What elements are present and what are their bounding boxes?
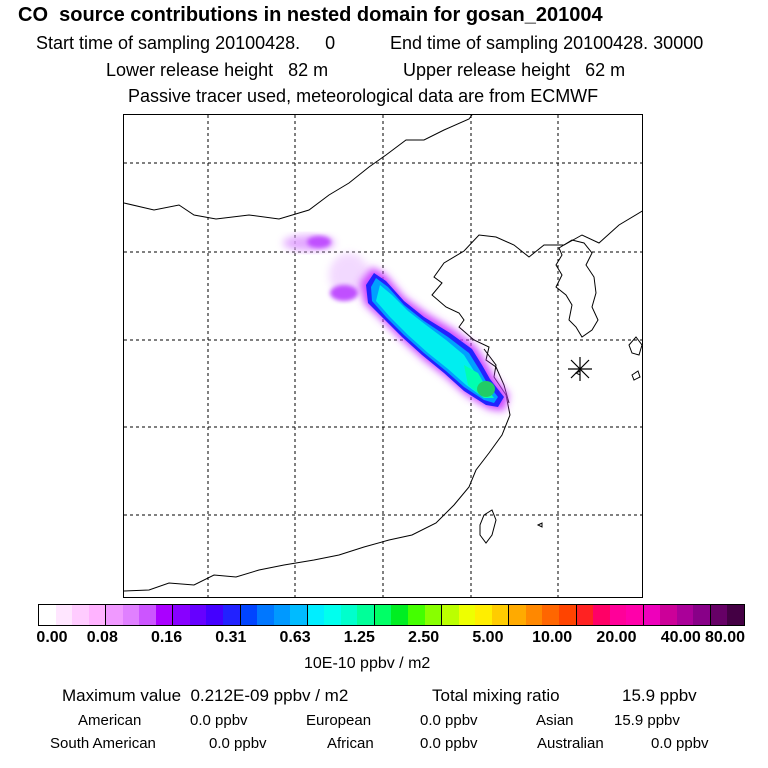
colorbar-tick-label: 1.25 xyxy=(343,629,375,646)
colorbar xyxy=(38,604,745,626)
region-name: European xyxy=(306,712,372,729)
colorbar-swatch xyxy=(442,605,459,625)
colorbar-tick-label: 80.00 xyxy=(704,629,746,646)
colorbar-swatch xyxy=(257,605,274,625)
colorbar-swatch xyxy=(240,605,258,625)
colorbar-swatch xyxy=(374,605,392,625)
colorbar-swatch xyxy=(122,605,140,625)
end-time-label: End time of sampling 20100428. 30000 xyxy=(390,33,704,53)
total-mixing-value: 15.9 ppbv xyxy=(622,686,697,705)
colorbar-swatch xyxy=(458,605,476,625)
colorbar-tick-label: 10.00 xyxy=(532,629,573,646)
colorbar-swatch xyxy=(290,605,308,625)
colorbar-swatch xyxy=(273,605,291,625)
colorbar-swatch xyxy=(173,605,190,625)
colorbar-swatch xyxy=(189,605,207,625)
receptor-marker xyxy=(568,357,592,381)
colorbar-swatch xyxy=(307,605,325,625)
concentration-plume xyxy=(283,235,509,411)
colorbar-swatch xyxy=(55,605,73,625)
colorbar-tick-label: 0.31 xyxy=(215,629,247,646)
colorbar-swatch xyxy=(676,605,694,625)
colorbar-swatch xyxy=(593,605,610,625)
colorbar-tick-label: 5.00 xyxy=(472,629,504,646)
plume-peak xyxy=(477,381,495,397)
map-panel xyxy=(123,114,643,598)
colorbar-swatch xyxy=(391,605,409,625)
lower-release-label: Lower release height 82 m xyxy=(106,60,329,80)
coastlines xyxy=(124,115,642,592)
colorbar-swatch xyxy=(424,605,443,625)
colorbar-tick-label: 0.63 xyxy=(279,629,311,646)
lat-lon-grid xyxy=(124,115,642,597)
region-name: American xyxy=(78,712,142,729)
colorbar-tick-label: 40.00 xyxy=(660,629,701,646)
region-value: 15.9 ppbv xyxy=(614,712,680,729)
colorbar-swatch xyxy=(576,605,594,625)
colorbar-swatch xyxy=(39,605,56,625)
region-name: South American xyxy=(50,735,156,752)
colorbar-swatch xyxy=(660,605,677,625)
maximum-value: Maximum value 0.212E-09 ppbv / m2 xyxy=(62,686,349,705)
colorbar-tick-label: 0.08 xyxy=(86,629,118,646)
colorbar-swatch xyxy=(710,605,728,625)
colorbar-swatch xyxy=(727,605,744,625)
colorbar-unit: 10E-10 ppbv / m2 xyxy=(304,655,431,672)
colorbar-swatch xyxy=(139,605,156,625)
colorbar-swatch xyxy=(206,605,224,625)
colorbar-swatch xyxy=(609,605,627,625)
colorbar-swatch xyxy=(340,605,358,625)
total-mixing-label: Total mixing ratio xyxy=(432,686,560,705)
colorbar-swatch xyxy=(408,605,425,625)
colorbar-tick-label: 2.50 xyxy=(408,629,440,646)
map-canvas xyxy=(124,115,642,597)
colorbar-swatch xyxy=(693,605,711,625)
colorbar-swatch xyxy=(106,605,123,625)
region-value: 0.0 ppbv xyxy=(651,735,709,752)
colorbar-swatch xyxy=(88,605,107,625)
upper-release-label: Upper release height 62 m xyxy=(403,60,626,80)
colorbar-swatch xyxy=(223,605,241,625)
colorbar-swatch xyxy=(155,605,174,625)
colorbar-swatch xyxy=(357,605,375,625)
region-name: Asian xyxy=(536,712,574,729)
tracer-note: Passive tracer used, meteorological data… xyxy=(128,86,599,106)
colorbar-tick-label: 0.16 xyxy=(150,629,183,646)
colorbar-swatch xyxy=(72,605,89,625)
colorbar-swatch xyxy=(509,605,526,625)
region-name: African xyxy=(327,735,374,752)
colorbar-tick-label: 20.00 xyxy=(596,629,637,646)
colorbar-swatch xyxy=(324,605,341,625)
start-time-label: Start time of sampling 20100428. 0 xyxy=(36,33,336,53)
colorbar-swatch xyxy=(475,605,492,625)
colorbar-swatch xyxy=(525,605,543,625)
region-value: 0.0 ppbv xyxy=(190,712,248,729)
colorbar-swatch xyxy=(542,605,559,625)
colorbar-swatch xyxy=(643,605,661,625)
colorbar-swatch xyxy=(626,605,644,625)
region-value: 0.0 ppbv xyxy=(209,735,267,752)
colorbar-swatch xyxy=(558,605,577,625)
region-value: 0.0 ppbv xyxy=(420,735,478,752)
colorbar-swatch xyxy=(491,605,510,625)
region-name: Australian xyxy=(537,735,604,752)
chart-title: CO source contributions in nested domain… xyxy=(18,4,603,26)
region-value: 0.0 ppbv xyxy=(420,712,478,729)
colorbar-tick-label: 0.00 xyxy=(36,629,68,646)
